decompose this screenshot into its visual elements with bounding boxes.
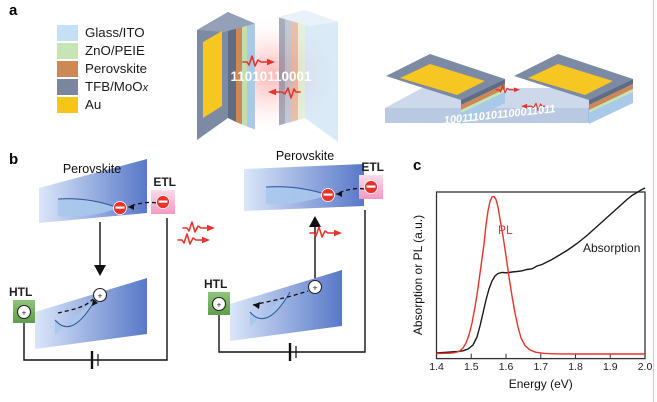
svg-text:2.0: 2.0: [638, 361, 653, 373]
svg-text:1.7: 1.7: [533, 361, 548, 373]
svg-text:Energy (eV): Energy (eV): [509, 377, 573, 391]
svg-text:Absorption or PL (a.u.): Absorption or PL (a.u.): [411, 215, 425, 335]
svg-text:1.5: 1.5: [464, 361, 479, 373]
svg-text:Absorption: Absorption: [583, 241, 640, 255]
svg-text:1.8: 1.8: [568, 361, 583, 373]
svg-text:PL: PL: [498, 223, 513, 237]
svg-text:1.4: 1.4: [429, 361, 444, 373]
svg-text:1.6: 1.6: [499, 361, 514, 373]
svg-text:1.9: 1.9: [603, 361, 618, 373]
